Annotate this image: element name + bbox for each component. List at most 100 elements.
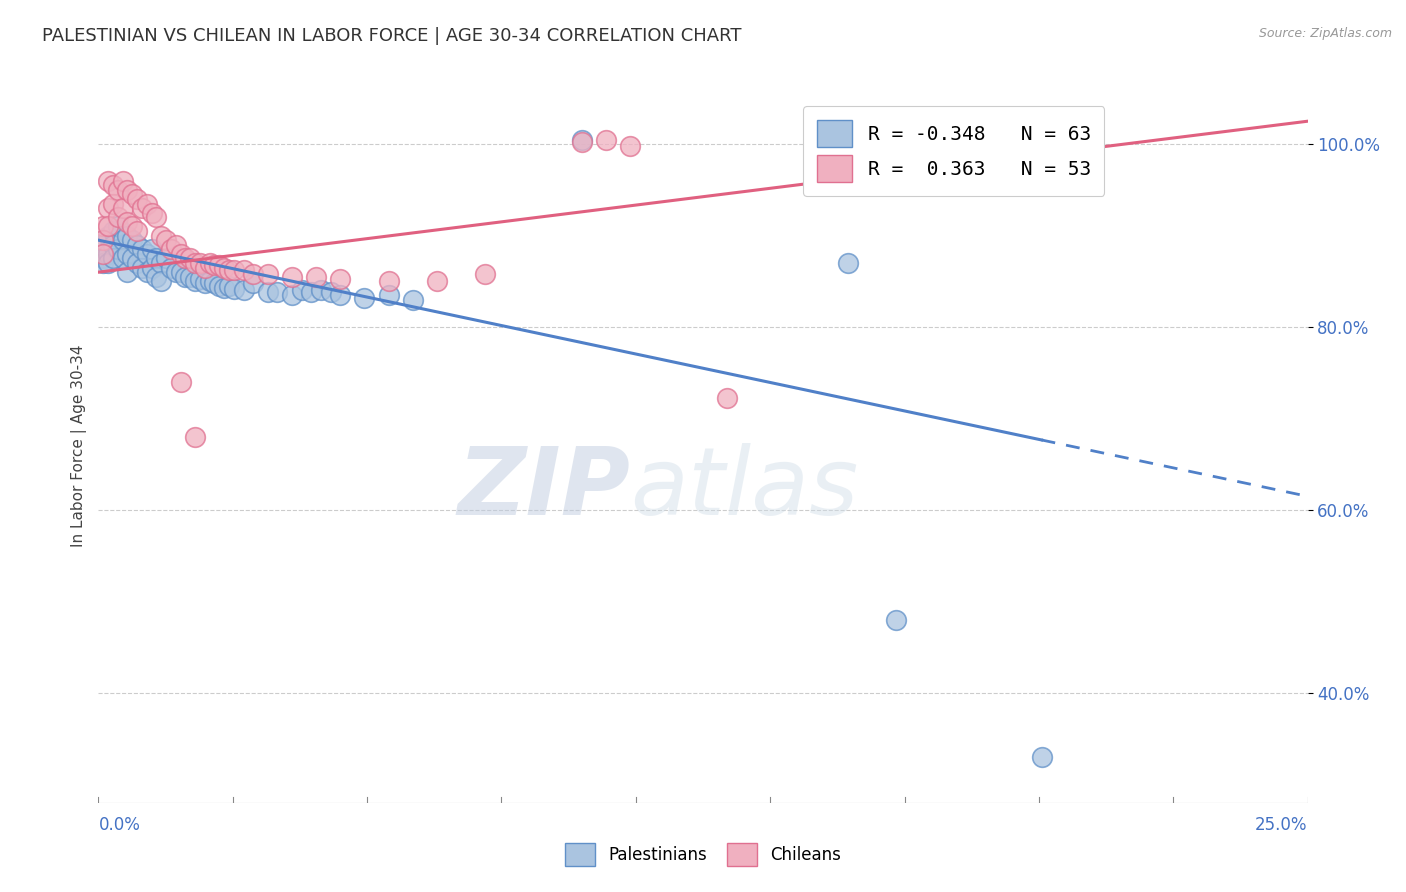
Point: [131, 201, 153, 215]
Point: [184, 256, 207, 270]
Point: [150, 256, 173, 270]
Point: [204, 258, 226, 272]
Point: [194, 260, 217, 275]
Point: [135, 196, 157, 211]
Point: [208, 279, 231, 293]
Point: [426, 274, 449, 288]
Point: [571, 135, 593, 149]
Point: [150, 228, 173, 243]
Point: [377, 288, 399, 302]
Point: [91, 219, 114, 234]
Point: [111, 174, 134, 188]
Point: [188, 272, 211, 286]
Point: [329, 288, 352, 302]
Point: [174, 252, 197, 266]
Point: [107, 219, 129, 234]
Point: [101, 252, 124, 266]
Point: [184, 430, 207, 444]
Point: [97, 247, 120, 261]
Point: [127, 192, 149, 206]
Point: [319, 285, 342, 300]
Text: ZIP: ZIP: [457, 442, 630, 535]
Point: [127, 237, 149, 252]
Point: [131, 242, 153, 256]
Point: [198, 274, 221, 288]
Point: [218, 263, 240, 277]
Point: [155, 233, 177, 247]
Point: [222, 263, 245, 277]
Point: [886, 613, 908, 627]
Point: [117, 265, 139, 279]
Point: [165, 265, 187, 279]
Point: [101, 196, 124, 211]
Point: [111, 201, 134, 215]
Point: [377, 274, 399, 288]
Point: [145, 252, 167, 266]
Point: [716, 392, 738, 406]
Point: [145, 211, 167, 225]
Point: [117, 215, 139, 229]
Text: atlas: atlas: [630, 443, 859, 534]
Point: [121, 233, 143, 247]
Point: [121, 187, 143, 202]
Point: [204, 276, 226, 290]
Point: [256, 285, 278, 300]
Point: [290, 284, 312, 298]
Point: [179, 252, 201, 266]
Point: [212, 260, 235, 275]
Point: [91, 247, 114, 261]
Point: [179, 269, 201, 284]
Point: [305, 269, 328, 284]
Point: [101, 178, 124, 193]
Point: [169, 247, 191, 261]
Legend: R = -0.348   N = 63, R =  0.363   N = 53: R = -0.348 N = 63, R = 0.363 N = 53: [803, 106, 1104, 196]
Point: [218, 279, 240, 293]
Point: [127, 256, 149, 270]
Point: [117, 183, 139, 197]
Point: [281, 288, 304, 302]
Point: [145, 269, 167, 284]
Point: [160, 260, 183, 275]
Point: [117, 228, 139, 243]
Point: [97, 201, 120, 215]
Point: [242, 276, 264, 290]
Point: [266, 285, 288, 300]
Point: [353, 291, 375, 305]
Point: [212, 281, 235, 295]
Point: [242, 267, 264, 281]
Point: [97, 219, 120, 234]
Point: [232, 263, 254, 277]
Point: [194, 276, 217, 290]
Point: [127, 224, 149, 238]
Point: [150, 274, 173, 288]
Point: [165, 237, 187, 252]
Point: [97, 174, 120, 188]
Point: [402, 293, 425, 307]
Point: [101, 237, 124, 252]
Point: [117, 247, 139, 261]
Point: [1031, 750, 1053, 764]
Point: [135, 265, 157, 279]
Y-axis label: In Labor Force | Age 30-34: In Labor Force | Age 30-34: [72, 344, 87, 548]
Point: [155, 252, 177, 266]
Point: [91, 256, 114, 270]
Point: [107, 183, 129, 197]
Point: [107, 211, 129, 225]
Point: [281, 269, 304, 284]
Point: [619, 139, 641, 153]
Point: [111, 252, 134, 266]
Point: [256, 267, 278, 281]
Point: [107, 242, 129, 256]
Point: [101, 224, 124, 238]
Point: [222, 282, 245, 296]
Point: [329, 272, 352, 286]
Text: 25.0%: 25.0%: [1256, 816, 1308, 834]
Point: [111, 233, 134, 247]
Point: [141, 260, 163, 275]
Point: [174, 269, 197, 284]
Point: [299, 285, 322, 300]
Text: Source: ZipAtlas.com: Source: ZipAtlas.com: [1258, 27, 1392, 40]
Point: [121, 252, 143, 266]
Point: [91, 233, 114, 247]
Point: [160, 242, 183, 256]
